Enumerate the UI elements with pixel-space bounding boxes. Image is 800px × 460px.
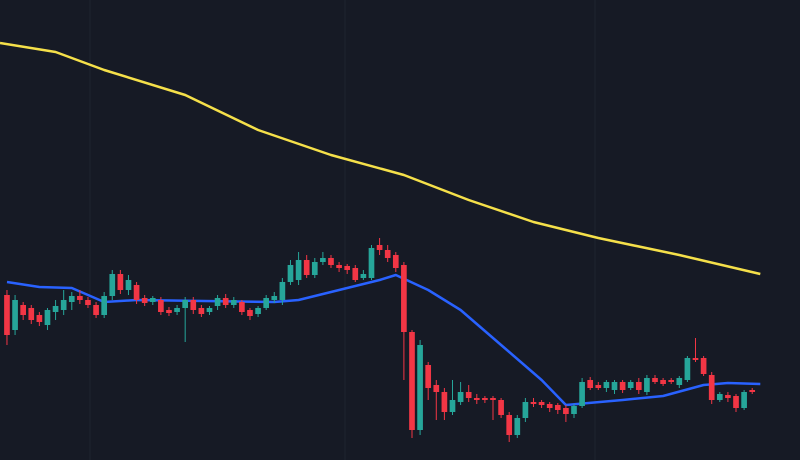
candle-body [222, 298, 229, 305]
moving-average-line [0, 41, 761, 276]
candle-body [93, 305, 99, 315]
candle-body [141, 298, 148, 303]
candle-body [336, 265, 342, 268]
candle-body [287, 265, 294, 282]
candle-body [700, 358, 707, 374]
candle-body [603, 382, 610, 388]
candle-body [563, 408, 569, 414]
candle-body [368, 248, 375, 278]
candle-body [473, 398, 480, 400]
candle-body [20, 305, 27, 315]
candle-body [725, 395, 731, 398]
candle-body [441, 392, 448, 412]
candle-body [733, 396, 739, 408]
candle-body [652, 378, 658, 382]
candle-body [490, 398, 496, 400]
candle-body [425, 365, 432, 388]
candle-body [12, 300, 18, 330]
candle-body [247, 310, 253, 316]
candle-body [684, 358, 691, 380]
candle-body [587, 380, 594, 388]
candle-body [101, 296, 108, 315]
candle-body [692, 358, 699, 360]
candle-body [149, 298, 156, 302]
candle-body [676, 378, 683, 385]
candle-body [255, 308, 261, 314]
candle-body [28, 308, 35, 320]
candle-body [303, 260, 310, 275]
candle-body [271, 296, 278, 300]
candle-body [360, 274, 367, 278]
candle-body [619, 382, 626, 390]
candle-body [409, 332, 415, 430]
candle-body [263, 298, 270, 308]
candle-body [109, 274, 116, 296]
candle-body [522, 402, 529, 418]
candle-body [538, 402, 545, 405]
candle-body [506, 415, 513, 435]
candle-body [716, 394, 723, 400]
candle-body [392, 255, 399, 268]
candle-body [749, 390, 756, 392]
candle-body [457, 392, 464, 402]
candle-body [579, 382, 585, 406]
candle-body [198, 308, 205, 314]
candle-body [133, 285, 140, 300]
candle-body [352, 268, 359, 280]
candle-body [433, 385, 440, 392]
candle-body [401, 265, 407, 332]
candle-body [4, 295, 10, 335]
candle-body [295, 260, 302, 280]
moving-average-line [6, 273, 761, 407]
candle-body [85, 300, 91, 305]
candle-body [465, 392, 472, 398]
candle-body [554, 405, 561, 410]
candle-body [166, 310, 172, 313]
candle-body [708, 375, 715, 400]
faint-grid [89, 0, 596, 460]
candle-body [595, 385, 602, 388]
candle-body [328, 258, 334, 265]
candle-body [174, 308, 180, 312]
candle-body [158, 300, 164, 312]
candle-body [52, 306, 59, 312]
candle-body [214, 298, 221, 306]
candle-body [644, 378, 650, 392]
candle-body [741, 392, 747, 408]
candle-body [36, 315, 43, 322]
candle-body [498, 400, 504, 415]
candle-body [530, 402, 537, 404]
candle-body [571, 406, 577, 414]
candle-body [611, 382, 618, 390]
candle-body [117, 274, 124, 290]
candle-body [514, 418, 521, 435]
candle-body [125, 280, 132, 290]
candle-body [546, 404, 553, 408]
candle-body [239, 302, 245, 312]
candle-body [635, 382, 642, 390]
candle-body [279, 282, 286, 300]
candle-body [206, 308, 213, 312]
candle-body [482, 398, 488, 400]
candle-body [320, 258, 326, 262]
candle-body [60, 300, 67, 310]
candle-body [182, 300, 189, 308]
candle-body [68, 296, 75, 302]
candle-body [376, 245, 383, 250]
candle-body [417, 345, 423, 430]
candle-body [44, 310, 51, 325]
candle-body [668, 380, 675, 382]
candle-body [384, 250, 391, 258]
candle-body [77, 296, 83, 300]
candle-body [660, 380, 666, 384]
candle-body [230, 300, 237, 305]
candle-body [627, 382, 634, 388]
candle-body [344, 266, 351, 270]
candle-body [190, 300, 197, 310]
candle-body [311, 262, 318, 275]
candle-body [449, 400, 456, 412]
